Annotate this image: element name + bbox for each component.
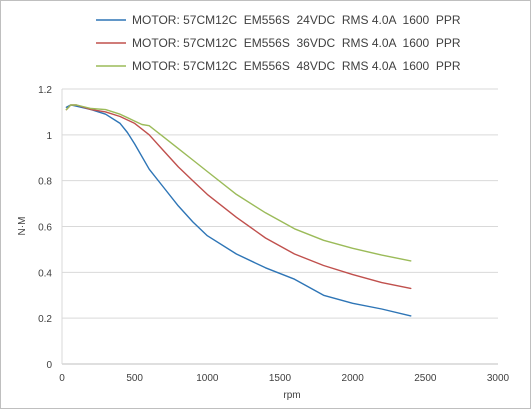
series-line-1 xyxy=(65,104,412,317)
grid-lines xyxy=(62,88,498,319)
x-tick-label: 2500 xyxy=(414,373,437,384)
y-tick-label: 0.6 xyxy=(38,223,52,234)
x-tick-labels: 0 500 1000 1500 2000 2500 3000 xyxy=(59,373,509,384)
x-tick-label: 2000 xyxy=(342,373,365,384)
legend-label-3: MOTOR: 57CM12C EM556S 48VDC RMS 4.0A 160… xyxy=(132,59,461,73)
x-tick-label: 1500 xyxy=(269,373,292,384)
series-line-3 xyxy=(65,104,412,262)
legend-label-2: MOTOR: 57CM12C EM556S 36VDC RMS 4.0A 160… xyxy=(132,36,461,50)
x-tick-label: 0 xyxy=(59,373,65,384)
y-tick-labels: 0 0.2 0.4 0.6 0.8 1 1.2 xyxy=(38,85,52,371)
x-tick-label: 1000 xyxy=(196,373,219,384)
x-tick-label: 3000 xyxy=(487,373,510,384)
legend-label-1: MOTOR: 57CM12C EM556S 24VDC RMS 4.0A 160… xyxy=(132,13,461,27)
x-axis-title: rpm xyxy=(283,390,300,401)
legend: MOTOR: 57CM12C EM556S 24VDC RMS 4.0A 160… xyxy=(96,13,461,73)
series-lines xyxy=(65,104,412,317)
y-tick-label: 0.8 xyxy=(38,177,52,188)
y-tick-label: 0 xyxy=(46,360,52,371)
axes xyxy=(61,89,498,365)
y-tick-label: 0.4 xyxy=(38,268,52,279)
y-tick-label: 1 xyxy=(46,131,52,142)
y-tick-label: 0.2 xyxy=(38,314,52,325)
series-line-2 xyxy=(65,104,412,290)
y-tick-label: 1.2 xyxy=(38,85,52,96)
x-tick-label: 500 xyxy=(126,373,143,384)
y-axis-title: N·M xyxy=(17,217,28,236)
